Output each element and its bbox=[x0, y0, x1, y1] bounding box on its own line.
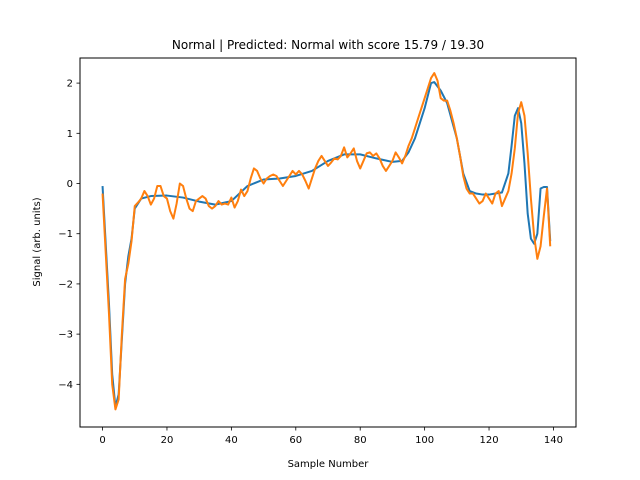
y-tick-label: 1 bbox=[67, 129, 73, 140]
y-tick-label: −1 bbox=[58, 229, 73, 240]
x-tick-label: 20 bbox=[161, 435, 174, 446]
y-tick-label: 0 bbox=[67, 179, 73, 190]
x-tick-label: 120 bbox=[479, 435, 498, 446]
x-tick-label: 140 bbox=[544, 435, 563, 446]
x-axis: 0 20 40 60 80 100 120 140 bbox=[99, 427, 563, 446]
y-tick-label: −3 bbox=[58, 330, 73, 341]
chart-title: Normal | Predicted: Normal with score 15… bbox=[172, 38, 484, 52]
plot-frame bbox=[79, 57, 577, 428]
y-axis: 2 1 0 −1 −2 −3 −4 bbox=[58, 79, 80, 391]
series-line-2 bbox=[101, 72, 552, 411]
y-tick-label: −2 bbox=[58, 279, 73, 290]
x-tick-label: 100 bbox=[415, 435, 434, 446]
y-tick-label: 2 bbox=[67, 79, 73, 90]
y-tick-label: −4 bbox=[58, 380, 73, 391]
x-tick-label: 0 bbox=[99, 435, 105, 446]
plot-area bbox=[101, 72, 552, 411]
x-axis-label: Sample Number bbox=[288, 459, 370, 470]
series-line-1 bbox=[101, 81, 552, 408]
x-tick-label: 80 bbox=[354, 435, 367, 446]
x-tick-label: 60 bbox=[289, 435, 302, 446]
y-axis-label: Signal (arb. units) bbox=[32, 197, 43, 286]
x-tick-label: 40 bbox=[225, 435, 238, 446]
